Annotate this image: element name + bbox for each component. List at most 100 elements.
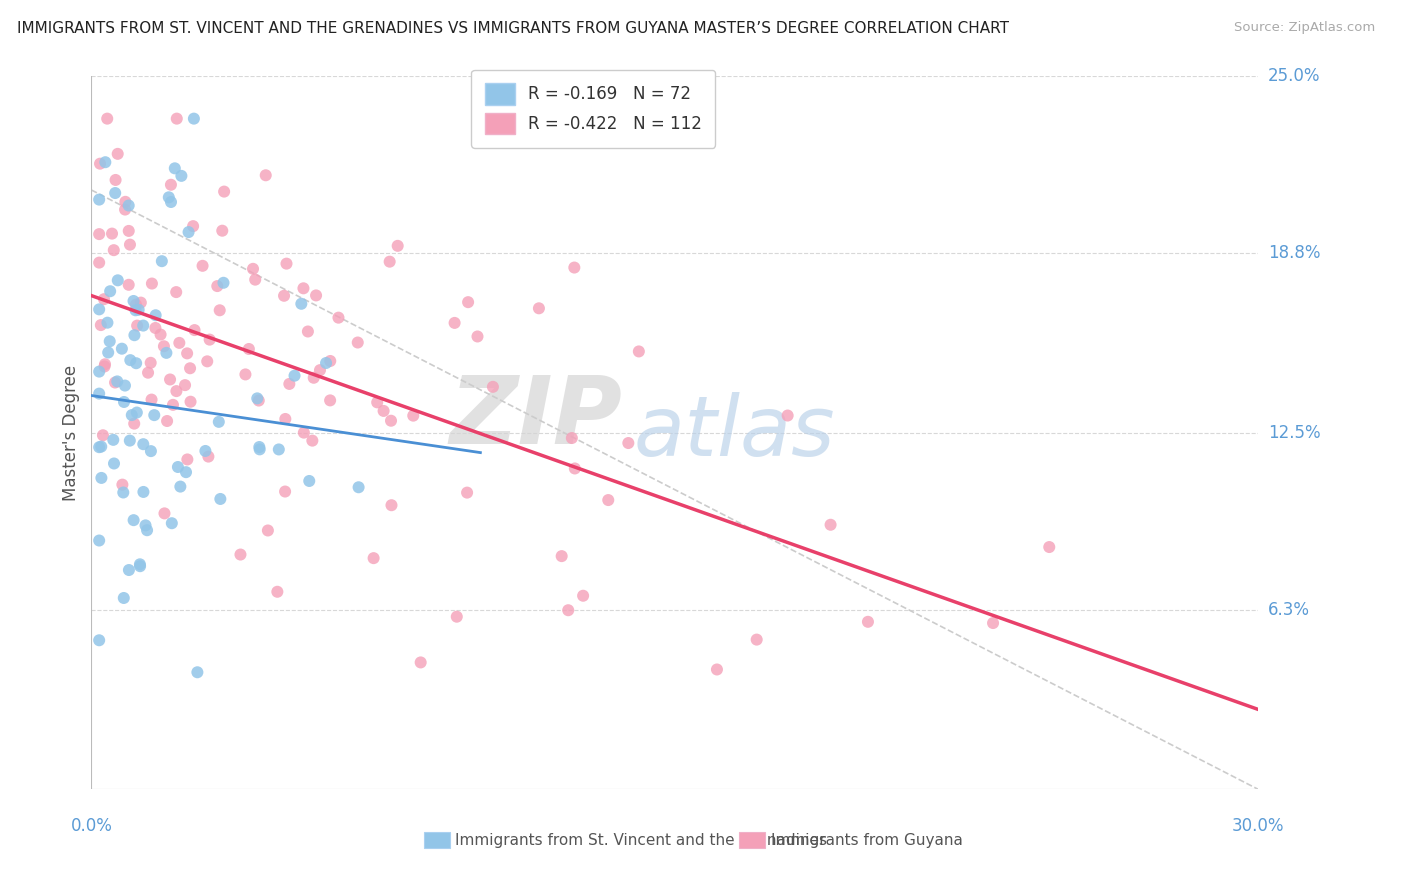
Point (104, 186, 127, 200)
Point (89, 302, 111, 317)
Point (163, 161, 186, 176)
Point (129, 559, 152, 574)
Point (572, 589, 595, 603)
Point (409, 656, 432, 670)
Point (278, 376, 301, 391)
Point (89, 633, 111, 648)
Point (132, 437, 155, 451)
Text: 6.3%: 6.3% (1268, 600, 1310, 618)
Point (159, 372, 181, 386)
Point (183, 323, 205, 337)
Point (89, 533, 111, 548)
Point (149, 327, 172, 342)
Point (145, 321, 167, 335)
Point (363, 551, 385, 566)
Text: 30.0%: 30.0% (1232, 817, 1285, 835)
Point (139, 444, 162, 458)
Point (245, 273, 267, 287)
Point (305, 288, 328, 302)
Point (564, 461, 586, 475)
Text: 18.8%: 18.8% (1268, 244, 1320, 261)
Point (301, 434, 323, 448)
Point (125, 405, 148, 419)
Point (112, 395, 135, 409)
Point (118, 237, 141, 252)
Point (328, 310, 350, 325)
Point (125, 356, 148, 370)
Point (93, 292, 115, 306)
Point (132, 485, 155, 500)
Point (194, 444, 217, 458)
Point (276, 257, 298, 271)
Point (132, 318, 155, 333)
Point (562, 260, 585, 275)
Point (402, 409, 425, 423)
Point (177, 225, 200, 239)
Point (283, 368, 305, 383)
Point (150, 254, 173, 268)
Point (1038, 540, 1060, 554)
Point (209, 491, 232, 506)
Point (229, 548, 252, 562)
Point (176, 346, 198, 360)
Point (153, 339, 176, 353)
Point (94, 155, 117, 169)
Point (169, 480, 191, 494)
Point (617, 436, 640, 450)
Point (380, 498, 402, 512)
Point (208, 415, 231, 429)
Point (274, 484, 297, 499)
Point (273, 289, 295, 303)
Point (211, 224, 233, 238)
Point (180, 394, 202, 409)
Point (257, 524, 280, 538)
Point (176, 452, 198, 467)
Point (155, 346, 177, 360)
Point (122, 417, 145, 431)
Point (207, 279, 229, 293)
Text: atlas: atlas (634, 392, 835, 473)
FancyBboxPatch shape (425, 832, 450, 848)
Text: Immigrants from St. Vincent and the Grenadines: Immigrants from St. Vincent and the Gren… (456, 832, 828, 847)
Point (169, 335, 191, 350)
Point (208, 303, 231, 318)
Point (121, 408, 143, 422)
Point (125, 298, 148, 312)
Point (129, 558, 152, 572)
Point (105, 375, 128, 389)
Point (114, 202, 136, 217)
Point (170, 169, 193, 183)
Point (745, 632, 768, 647)
Text: ZIP: ZIP (450, 372, 623, 465)
Point (89, 440, 111, 454)
Point (238, 342, 260, 356)
Point (319, 393, 342, 408)
Point (197, 450, 219, 464)
Point (627, 344, 650, 359)
Point (550, 549, 572, 563)
Point (174, 378, 197, 392)
Point (195, 354, 218, 368)
Point (160, 516, 183, 531)
Point (247, 440, 270, 454)
Point (122, 513, 145, 527)
Point (373, 404, 395, 418)
Point (254, 168, 277, 182)
Text: 12.5%: 12.5% (1268, 424, 1320, 442)
Point (246, 392, 269, 406)
Point (198, 333, 221, 347)
Point (118, 198, 141, 212)
Point (107, 146, 129, 161)
Point (366, 395, 388, 409)
Point (89, 365, 111, 379)
Point (90, 440, 112, 454)
Point (981, 615, 1004, 630)
Point (103, 433, 125, 447)
Point (118, 224, 141, 238)
Point (89, 255, 111, 269)
Point (309, 363, 332, 377)
Point (249, 442, 271, 457)
Point (162, 398, 184, 412)
Point (114, 194, 136, 209)
Point (706, 663, 728, 677)
